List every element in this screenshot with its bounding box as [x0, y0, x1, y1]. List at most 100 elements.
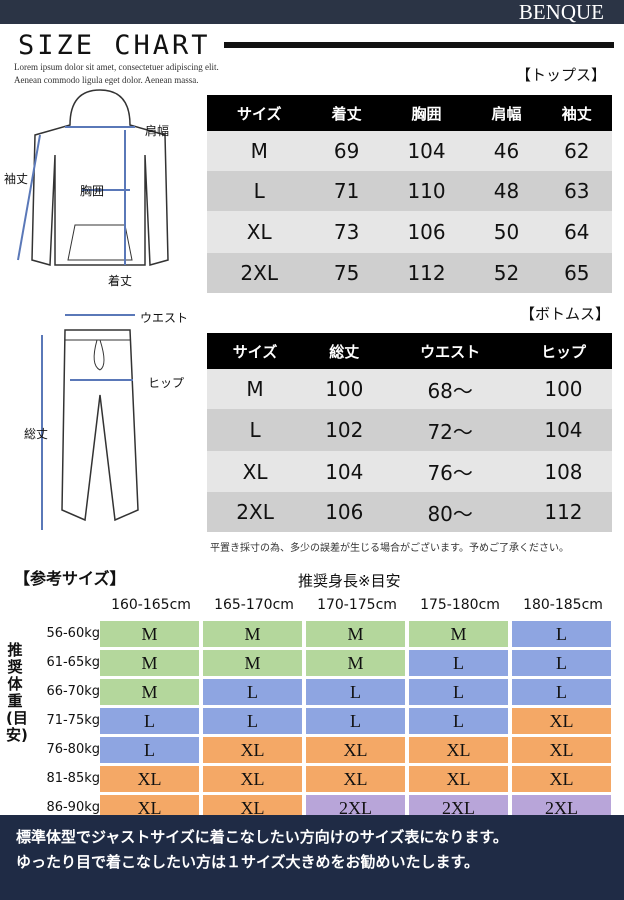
size-cell: L	[512, 621, 611, 647]
table-cell: 69	[311, 131, 382, 171]
table-cell: 63	[541, 171, 612, 211]
table-cell: 104	[381, 131, 472, 171]
pants-diagram	[41, 314, 139, 530]
size-cell: L	[306, 708, 405, 734]
footer-line: ゆったり目で着こなしたい方は１サイズ大きめをお勧めいたします。	[16, 853, 480, 871]
size-cell: L	[512, 679, 611, 705]
size-cell: XL	[306, 766, 405, 792]
size-cell: L	[512, 650, 611, 676]
size-cell: M	[100, 650, 199, 676]
table-cell: 106	[381, 211, 472, 253]
table-cell: 65	[541, 253, 612, 293]
col-header: 肩幅	[471, 95, 542, 131]
size-cell: L	[203, 679, 302, 705]
table-cell: L	[207, 171, 312, 211]
table-cell: XL	[207, 451, 304, 492]
size-cell: L	[203, 708, 302, 734]
table-row: M 69 104 46 62	[207, 131, 612, 171]
table-cell: 102	[303, 409, 386, 451]
table-cell: 110	[381, 171, 472, 211]
col-header: 着丈	[311, 95, 382, 131]
table-cell: 50	[471, 211, 542, 253]
shoulder-label: 肩幅	[145, 124, 170, 138]
size-cell: L	[100, 737, 199, 763]
lorem-line: Lorem ipsum dolor sit amet, consectetuer…	[14, 62, 219, 72]
table-row: XL 104 76～ 108	[207, 451, 612, 492]
chest-label: 胸囲	[80, 184, 105, 198]
height-title: 推奨身長※目安	[298, 572, 401, 590]
table-cell: XL	[207, 211, 312, 253]
size-cell: XL	[512, 737, 611, 763]
reference-title: 【参考サイズ】	[14, 569, 126, 588]
height-column-header: 170-175cm	[317, 597, 397, 613]
table-cell: L	[207, 409, 304, 451]
table-cell: 48	[471, 171, 542, 211]
length-label: 着丈	[108, 274, 133, 288]
size-cell: M	[306, 621, 405, 647]
table-cell: 46	[471, 131, 542, 171]
size-cell: XL	[306, 737, 405, 763]
col-header: 袖丈	[541, 95, 612, 131]
table-cell: 100	[303, 369, 386, 409]
table-row: L 102 72～ 104	[207, 409, 612, 451]
size-cell: XL	[409, 737, 508, 763]
weight-row-label: 76-80kg	[46, 742, 100, 757]
weight-row-label: 86-90kg	[46, 800, 100, 815]
col-header: ウエスト	[385, 333, 515, 369]
size-cell: L	[409, 650, 508, 676]
size-cell: M	[203, 650, 302, 676]
table-cell: 52	[471, 253, 542, 293]
size-cell: L	[409, 679, 508, 705]
table-cell: 80～	[385, 492, 515, 532]
weight-row-label: 61-65kg	[46, 655, 100, 670]
weight-row-label: 66-70kg	[46, 684, 100, 699]
col-header: 総丈	[303, 333, 386, 369]
table-cell: 112	[381, 253, 472, 293]
size-cell: XL	[409, 766, 508, 792]
size-cell: XL	[512, 708, 611, 734]
table-row: XL 73 106 50 64	[207, 211, 612, 253]
size-cell: XL	[512, 766, 611, 792]
weight-row-label: 71-75kg	[46, 713, 100, 728]
sleeve-label: 袖丈	[4, 172, 29, 186]
weight-row-label: 56-60kg	[46, 626, 100, 641]
height-column-header: 180-185cm	[523, 597, 603, 613]
size-cell: L	[306, 679, 405, 705]
size-cell: M	[409, 621, 508, 647]
size-cell: XL	[100, 766, 199, 792]
measurement-note: 平置き採寸の為、多少の誤差が生じる場合がございます。予めご了承ください。	[210, 543, 569, 554]
table-cell: 64	[541, 211, 612, 253]
table-cell: 68～	[385, 369, 515, 409]
height-column-header: 175-180cm	[420, 597, 500, 613]
col-header: サイズ	[207, 95, 312, 131]
table-cell: 104	[303, 451, 386, 492]
table-row: 2XL 75 112 52 65	[207, 253, 612, 293]
hoodie-diagram	[17, 89, 169, 266]
table-cell: 108	[514, 451, 612, 492]
total-length-label: 総丈	[24, 427, 49, 441]
table-cell: 62	[541, 131, 612, 171]
size-cell: L	[409, 708, 508, 734]
size-cell: M	[203, 621, 302, 647]
col-header: ヒップ	[514, 333, 612, 369]
size-cell: M	[100, 679, 199, 705]
footer-line: 標準体型でジャストサイズに着こなしたい方向けのサイズ表になります。	[16, 828, 508, 846]
table-cell: 73	[311, 211, 382, 253]
size-cell: M	[306, 650, 405, 676]
footer-banner: 標準体型でジャストサイズに着こなしたい方向けのサイズ表になります。 ゆったり目で…	[0, 815, 624, 900]
table-cell: 72～	[385, 409, 515, 451]
table-cell: 112	[514, 492, 612, 532]
table-row: 2XL 106 80～ 112	[207, 492, 612, 532]
size-cell: 2XL	[512, 795, 611, 821]
size-cell: XL	[203, 766, 302, 792]
divider	[224, 42, 614, 48]
height-column-header: 165-170cm	[214, 597, 294, 613]
lorem-line: Aenean commodo ligula eget dolor. Aenean…	[14, 75, 199, 85]
table-cell: M	[207, 131, 312, 171]
brand-logo: BENQUE	[518, 0, 604, 24]
brand-bar	[0, 0, 624, 24]
table-row: L 71 110 48 63	[207, 171, 612, 211]
table-cell: 2XL	[207, 253, 312, 293]
table-cell: 76～	[385, 451, 515, 492]
page-title: SIZE CHART	[18, 30, 211, 61]
